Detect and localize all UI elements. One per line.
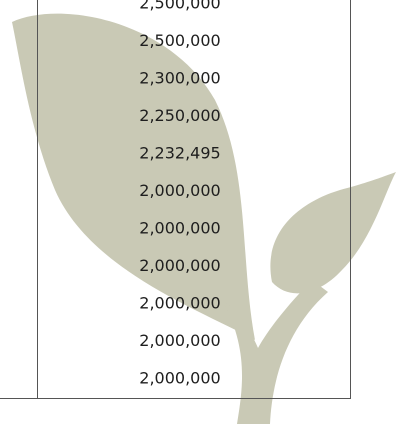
small-leaf <box>270 172 396 294</box>
table-cell: 2,500,000 <box>139 0 220 13</box>
table-cell: 2,000,000 <box>139 331 220 350</box>
table-cell: 2,000,000 <box>139 256 220 275</box>
table-cell: 2,250,000 <box>139 106 220 125</box>
stem <box>222 280 328 424</box>
leaf-graphic <box>12 13 396 424</box>
table-cell: 2,000,000 <box>139 181 220 200</box>
table-cell: 2,232,495 <box>139 144 220 163</box>
table-cells: 2,500,000 2,500,000 2,300,000 2,250,000 2,23… <box>139 0 220 388</box>
table-cell: 2,000,000 <box>139 294 220 313</box>
table-cell: 2,000,000 <box>139 369 220 388</box>
table-borders <box>0 0 351 399</box>
table-cell: 2,000,000 <box>139 219 220 238</box>
table-cell: 2,500,000 <box>139 31 220 50</box>
large-leaf <box>12 13 255 340</box>
table-cell: 2,300,000 <box>139 69 220 88</box>
